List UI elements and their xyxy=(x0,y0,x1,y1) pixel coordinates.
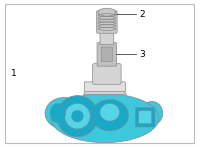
Ellipse shape xyxy=(100,103,120,121)
FancyBboxPatch shape xyxy=(100,31,114,45)
Text: 2: 2 xyxy=(139,10,145,19)
FancyBboxPatch shape xyxy=(97,11,117,33)
Ellipse shape xyxy=(91,100,128,131)
Circle shape xyxy=(72,110,83,122)
FancyBboxPatch shape xyxy=(135,107,155,127)
FancyBboxPatch shape xyxy=(93,64,121,84)
Ellipse shape xyxy=(98,8,116,16)
Ellipse shape xyxy=(141,101,163,125)
FancyBboxPatch shape xyxy=(101,47,112,62)
Ellipse shape xyxy=(50,103,66,123)
Polygon shape xyxy=(83,89,126,95)
FancyBboxPatch shape xyxy=(139,111,152,123)
Ellipse shape xyxy=(45,98,82,129)
Circle shape xyxy=(65,103,90,129)
Circle shape xyxy=(57,96,98,137)
Text: 3: 3 xyxy=(139,50,145,59)
FancyBboxPatch shape xyxy=(97,43,117,66)
Text: 1: 1 xyxy=(11,70,17,78)
FancyBboxPatch shape xyxy=(84,82,126,92)
Ellipse shape xyxy=(51,94,159,143)
